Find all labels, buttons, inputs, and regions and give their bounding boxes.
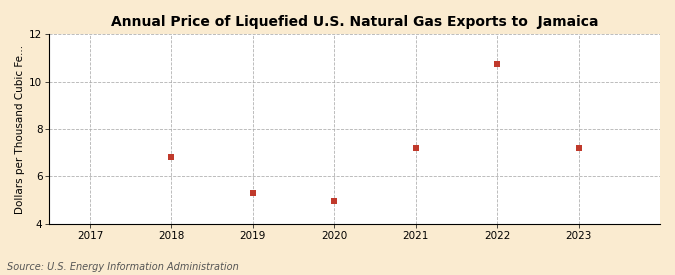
Title: Annual Price of Liquefied U.S. Natural Gas Exports to  Jamaica: Annual Price of Liquefied U.S. Natural G… — [111, 15, 599, 29]
Text: Source: U.S. Energy Information Administration: Source: U.S. Energy Information Administ… — [7, 262, 238, 272]
Y-axis label: Dollars per Thousand Cubic Fe...: Dollars per Thousand Cubic Fe... — [15, 45, 25, 214]
